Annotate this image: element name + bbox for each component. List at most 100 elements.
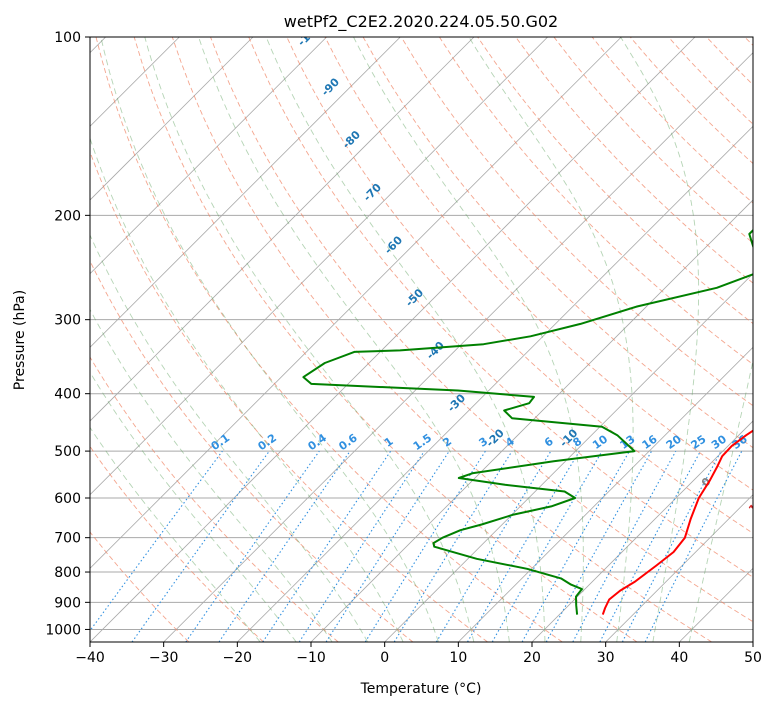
- y-tick-label: 500: [54, 444, 81, 460]
- y-tick-label: 200: [54, 208, 81, 224]
- dry-adiabat-line: [515, 37, 753, 284]
- isotherm-line: [384, 273, 753, 642]
- plot-frame: [89, 36, 754, 643]
- mixing-ratio-line: [599, 450, 701, 642]
- moist-adiabat-line: [353, 37, 584, 642]
- isotherm-line: [752, 641, 753, 642]
- moist-adiabat-line: [198, 37, 510, 642]
- dry-adiabat-line: [400, 37, 753, 407]
- dry-adiabat-line: [133, 37, 638, 642]
- y-tick-label: 100: [54, 30, 81, 46]
- adiabat-label: -50: [403, 286, 426, 309]
- mixing-ratio-line: [90, 450, 223, 632]
- dry-adiabat-line: [248, 37, 753, 578]
- dry-adiabat-line: [90, 356, 339, 642]
- isotherm-line: [605, 494, 753, 642]
- isotherm-line: [458, 346, 753, 642]
- chart-title: wetPf2_C2E2.2020.224.05.50.G02: [284, 12, 558, 32]
- isobar-grid: [90, 37, 753, 630]
- x-tick-label: 0: [380, 650, 389, 666]
- adiabat-label: 10: [746, 496, 766, 516]
- moist-adiabat-line: [90, 308, 333, 642]
- temperature-profile-line: [601, 429, 753, 615]
- dry-adiabat-lines: [90, 37, 753, 642]
- mixing-ratio-line: [572, 450, 677, 642]
- y-axis-label: Pressure (hPa): [12, 290, 28, 390]
- x-tick-label: 30: [597, 650, 615, 666]
- moist-adiabat-lines: [90, 37, 753, 642]
- isotherm-line: [531, 420, 753, 642]
- mixing-ratio-label: 30: [709, 432, 729, 452]
- y-tick-label: 800: [54, 565, 81, 581]
- moist-adiabat-line: [90, 136, 404, 642]
- moist-adiabat-line: [90, 371, 297, 642]
- y-tick-label: 400: [54, 387, 81, 403]
- mixing-ratio-label: 10: [590, 432, 610, 452]
- isotherm-line: [90, 37, 475, 422]
- adiabat-label: -90: [319, 75, 342, 98]
- dry-adiabat-line: [744, 37, 753, 47]
- mixing-ratio-line: [521, 450, 630, 642]
- y-tick-label: 600: [54, 491, 81, 507]
- profile-lines: [302, 228, 753, 615]
- y-tick-label: 900: [54, 595, 81, 611]
- x-tick-label: 40: [670, 650, 688, 666]
- dry-adiabat-line: [95, 37, 563, 642]
- mixing-ratio-label: 1: [382, 435, 396, 450]
- mixing-ratio-line: [218, 450, 351, 642]
- adiabat-label: -30: [445, 391, 468, 414]
- x-tick-label: −20: [223, 650, 253, 666]
- y-tick-label: 700: [54, 531, 81, 547]
- moist-adiabat-line: [90, 234, 369, 642]
- adiabat-label: -80: [340, 128, 363, 151]
- mixing-ratio-line: [435, 450, 552, 642]
- x-tick-label: −40: [75, 650, 105, 666]
- x-tick-label: −30: [149, 650, 179, 666]
- mixing-ratio-label: 0.6: [336, 431, 360, 453]
- isotherm-line: [90, 37, 254, 201]
- dry-adiabat-line: [362, 37, 753, 449]
- x-tick-label: 10: [449, 650, 467, 666]
- moist-adiabat-line: [468, 37, 634, 642]
- dewpoint-profile-line: [302, 228, 753, 615]
- dry-adiabat-line: [90, 150, 488, 642]
- dry-adiabat-line: [90, 531, 190, 642]
- isotherm-line: [90, 37, 401, 348]
- mixing-ratio-label: 6: [542, 435, 556, 450]
- dry-adiabat-line: [553, 37, 753, 244]
- adiabat-label: -60: [382, 233, 405, 256]
- x-axis: −40 −30 −20 −10 0 10 20 30 40 50: [75, 642, 762, 666]
- dry-adiabat-line: [90, 445, 264, 642]
- mixing-ratio-label: 13: [617, 433, 637, 452]
- y-tick-label: 1000: [45, 622, 81, 638]
- adiabat-label: -100: [295, 20, 324, 49]
- moist-adiabat-line: [90, 426, 261, 642]
- dry-adiabat-line: [706, 37, 753, 86]
- isotherm-line: [310, 199, 753, 642]
- dry-adiabat-line: [171, 37, 712, 642]
- mixing-ratio-line: [325, 450, 450, 642]
- x-tick-label: 20: [523, 650, 541, 666]
- dry-adiabat-line: [210, 37, 753, 623]
- mixing-ratio-label: 25: [689, 432, 709, 451]
- adiabat-label: -70: [361, 181, 384, 204]
- mixing-ratio-line: [185, 450, 320, 642]
- x-tick-label: −10: [296, 650, 326, 666]
- dry-adiabat-line: [90, 259, 414, 642]
- y-axis: 100 200 300 400 500 600 700 800 900 1000: [45, 30, 90, 638]
- dry-adiabat-line: [668, 37, 753, 125]
- x-axis-label: Temperature (°C): [360, 681, 482, 697]
- mixing-ratio-label: 16: [640, 432, 660, 452]
- isotherm-line: [237, 125, 753, 642]
- moist-adiabat-line: [100, 37, 439, 642]
- isotherm-line: [90, 37, 622, 569]
- mixing-ratio-label: 20: [664, 432, 684, 452]
- isotherm-grid: [90, 37, 753, 642]
- isotherm-line: [90, 37, 327, 275]
- mixing-ratio-line: [262, 450, 392, 642]
- mixing-ratio-lines: [90, 450, 743, 642]
- isotherm-line: [90, 37, 548, 496]
- dry-adiabat-line: [591, 37, 753, 204]
- mixing-ratio-line: [644, 450, 743, 642]
